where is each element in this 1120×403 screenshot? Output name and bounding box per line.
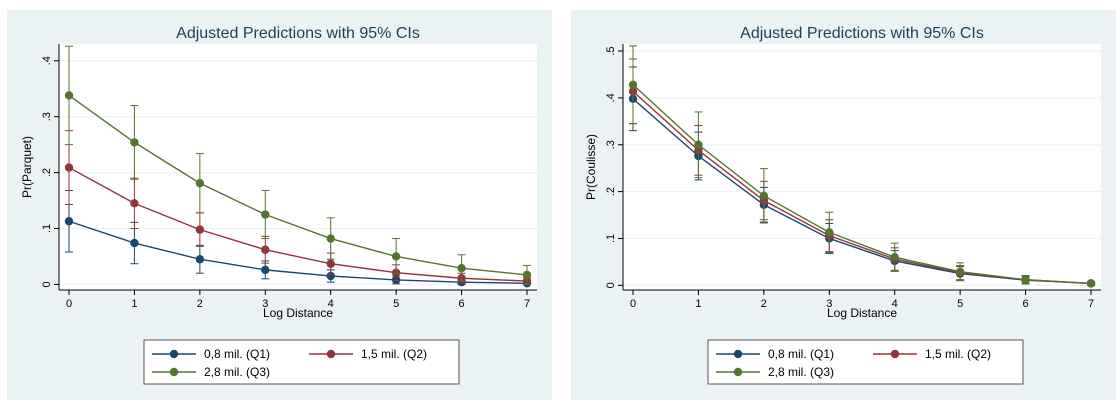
x-axis-label: Log Distance [263, 306, 333, 320]
legend-label: 1,5 mil. (Q2) [925, 347, 991, 361]
y-axis-label: Pr(Coulisse) [584, 134, 598, 200]
y-tick-label: .3 [41, 112, 53, 121]
x-tick-label: 2 [197, 298, 203, 310]
legend-swatch-marker [169, 349, 179, 359]
legend-swatch-marker [733, 367, 743, 377]
data-point [261, 210, 270, 219]
x-tick-label: 3 [262, 298, 268, 310]
data-point [1086, 279, 1096, 288]
y-axis-label: Pr(Parquet) [20, 136, 34, 198]
legend-swatch-marker [326, 349, 336, 359]
data-point [130, 238, 139, 248]
legend-label: 0,8 mil. (Q1) [204, 347, 270, 361]
data-point [64, 91, 74, 100]
data-point [825, 228, 834, 237]
x-tick-label: 7 [1088, 298, 1094, 310]
x-tick-label: 5 [957, 298, 963, 310]
legend-box [707, 339, 1024, 385]
legend-label: 1,5 mil. (Q2) [361, 347, 427, 361]
data-point [955, 267, 965, 276]
data-point [391, 252, 401, 261]
legend-swatch-marker [169, 367, 179, 377]
chart-panel-parquet: Adjusted Predictions with 95% CIs 0 .1 .2 .3… [7, 10, 552, 400]
y-tick-label: .4 [41, 56, 53, 65]
data-point [694, 140, 703, 149]
data-point [195, 255, 205, 264]
data-point [326, 259, 335, 268]
x-tick-label: 0 [66, 298, 72, 310]
data-point [130, 199, 139, 208]
data-point [261, 265, 270, 275]
series-3 [64, 45, 532, 285]
legend-swatch-marker [890, 349, 900, 359]
x-tick-label: 3 [826, 298, 832, 310]
y-tick-label: .2 [41, 168, 53, 177]
data-point [64, 163, 74, 172]
legend-label: 0,8 mil. (Q1) [768, 347, 834, 361]
chart-title: Adjusted Predictions with 95% CIs [176, 25, 420, 42]
series-line [68, 220, 528, 284]
data-point [759, 191, 769, 201]
data-point [457, 263, 466, 273]
plot-area [623, 44, 1101, 290]
series-line [68, 166, 528, 282]
x-tick-label: 6 [459, 298, 465, 310]
series-line [68, 94, 528, 276]
x-axis-label: Log Distance [827, 306, 897, 320]
legend-swatch-marker [733, 349, 743, 359]
legend-box [143, 339, 460, 385]
x-tick-label: 2 [761, 298, 767, 310]
data-point [195, 225, 205, 234]
y-tick-label: .1 [41, 224, 53, 233]
data-point [522, 270, 532, 280]
legend: 0,8 mil. (Q1) 1,5 mil. (Q2) 2,8 mil. (Q3) [707, 339, 1024, 385]
x-tick-label: 4 [328, 298, 334, 310]
y-tick-label: .5 [605, 46, 617, 55]
x-tick-label: 6 [1023, 298, 1029, 310]
y-tick-label: 0 [41, 281, 53, 287]
plot-area [59, 44, 537, 290]
data-point [261, 245, 270, 254]
chart-parquet-svg: Adjusted Predictions with 95% CIs 0 .1 .2 .3… [7, 10, 552, 400]
x-tick-label: 5 [393, 298, 399, 310]
x-tick-label: 4 [892, 298, 898, 310]
y-tick-label: .1 [605, 234, 617, 243]
x-tick-label: 0 [630, 298, 636, 310]
chart-title: Adjusted Predictions with 95% CIs [740, 25, 984, 42]
legend: 0,8 mil. (Q1) 1,5 mil. (Q2) 2,8 mil. (Q3) [143, 339, 460, 385]
legend-label: 2,8 mil. (Q3) [768, 365, 834, 379]
x-tick-label: 7 [524, 298, 530, 310]
data-point [195, 179, 205, 188]
data-point [130, 138, 139, 147]
y-tick-label: 0 [605, 282, 617, 288]
data-point [628, 80, 638, 89]
series-3 [628, 45, 1096, 288]
data-point [326, 234, 335, 243]
y-tick-label: .3 [605, 140, 617, 149]
y-tick-label: .4 [605, 93, 617, 102]
x-tick-label: 1 [131, 298, 137, 310]
data-point [1021, 275, 1030, 284]
legend-label: 2,8 mil. (Q3) [204, 365, 270, 379]
data-point [64, 217, 74, 226]
y-tick-label: .2 [605, 187, 617, 196]
series-line [632, 84, 1092, 285]
data-point [890, 253, 899, 262]
chart-coulisse-svg: Adjusted Predictions with 95% CIs 0 .1 .2 .3… [571, 10, 1116, 400]
x-tick-label: 1 [695, 298, 701, 310]
chart-panel-coulisse: Adjusted Predictions with 95% CIs 0 .1 .2 .3… [571, 10, 1116, 400]
